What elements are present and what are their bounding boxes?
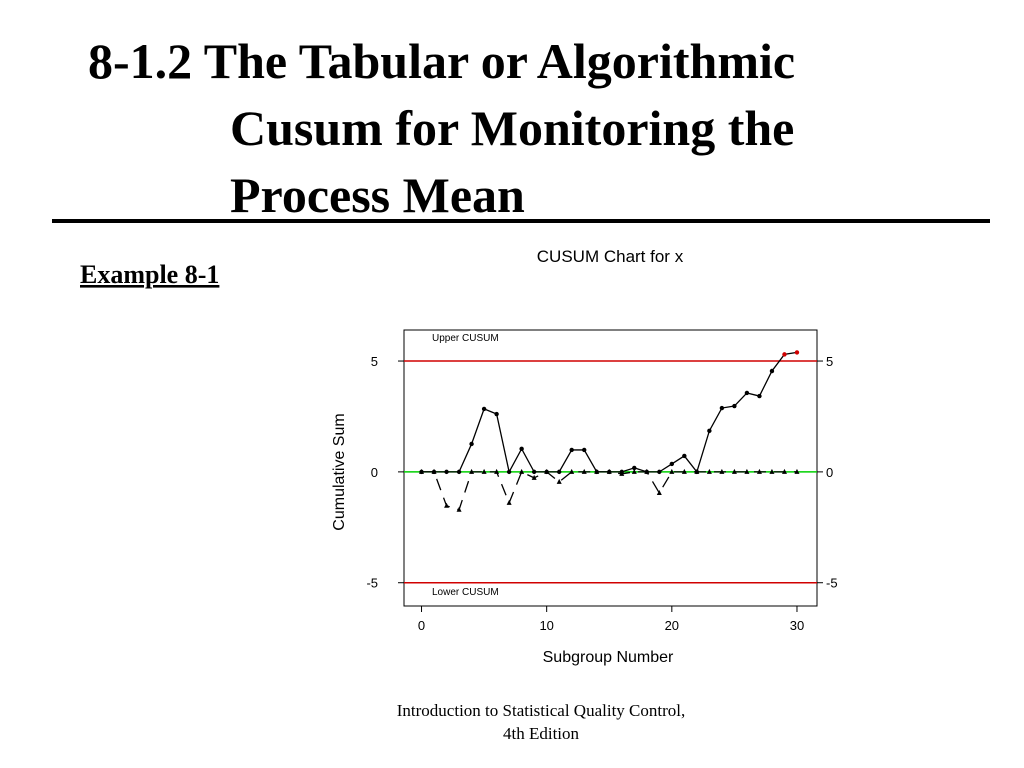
- point: [644, 468, 650, 474]
- y2-tick-label: 5: [826, 354, 833, 369]
- point: [606, 468, 612, 474]
- point: [469, 441, 474, 447]
- point: [681, 468, 687, 474]
- point: [556, 478, 562, 484]
- chart-title: CUSUM Chart for x: [537, 247, 684, 266]
- point: [719, 468, 725, 474]
- point: [769, 468, 775, 474]
- point: [456, 506, 462, 512]
- example-label: Example 8-1: [80, 260, 219, 289]
- point: [569, 468, 575, 474]
- y-tick-label: -5: [366, 576, 378, 591]
- point: [657, 469, 662, 475]
- point: [444, 502, 450, 508]
- point: [431, 468, 437, 474]
- slide-title: Process Mean: [230, 167, 525, 223]
- point: [544, 468, 550, 474]
- x-tick-label: 0: [418, 618, 425, 633]
- point: [794, 468, 800, 474]
- point: [556, 469, 562, 475]
- footer: 4th Edition: [503, 724, 580, 743]
- point: [594, 468, 600, 474]
- y2-tick-label: 0: [826, 465, 833, 480]
- point: [732, 403, 737, 409]
- point: [519, 446, 524, 452]
- point: [494, 468, 500, 474]
- y2-tick-label: -5: [826, 576, 838, 591]
- point: [619, 470, 625, 476]
- point: [682, 453, 687, 459]
- point: [444, 469, 449, 475]
- point: [531, 469, 537, 475]
- point: [744, 390, 750, 396]
- x-tick-label: 10: [539, 618, 553, 633]
- y-tick-label: 5: [371, 354, 378, 369]
- point: [481, 406, 487, 412]
- point: [744, 468, 750, 474]
- point: [706, 468, 712, 474]
- point: [794, 350, 800, 355]
- slide-title: 8-1.2 The Tabular or Algorithmic: [88, 33, 795, 89]
- point: [719, 405, 725, 411]
- series-line: [421, 351, 798, 474]
- x-tick-label: 30: [790, 618, 804, 633]
- point: [531, 474, 537, 480]
- point: [656, 489, 662, 495]
- point: [519, 468, 525, 474]
- point: [506, 469, 512, 475]
- point: [581, 468, 587, 474]
- slide-title: Cusum for Monitoring the: [230, 100, 794, 156]
- point: [481, 468, 487, 474]
- point: [731, 468, 737, 474]
- point: [494, 411, 499, 417]
- point: [756, 468, 762, 474]
- point: [782, 352, 787, 357]
- point: [456, 469, 462, 475]
- series-line: [421, 470, 797, 511]
- y-tick-label: 0: [371, 465, 378, 480]
- point: [757, 393, 762, 399]
- plot-frame: [403, 329, 818, 607]
- point: [469, 468, 475, 474]
- x-axis-label: Subgroup Number: [543, 649, 674, 666]
- point: [669, 468, 675, 474]
- footer: Introduction to Statistical Quality Cont…: [397, 701, 686, 720]
- point: [506, 499, 512, 505]
- point: [582, 447, 587, 453]
- y-axis-label: Cumulative Sum: [331, 413, 348, 530]
- point: [569, 447, 574, 453]
- point: [707, 428, 712, 434]
- point: [419, 468, 425, 474]
- point: [769, 368, 775, 374]
- point: [781, 468, 787, 474]
- annotation: Lower CUSUM: [432, 587, 499, 598]
- point: [669, 461, 675, 467]
- point: [694, 468, 700, 474]
- point: [631, 468, 637, 474]
- annotation: Upper CUSUM: [432, 333, 499, 344]
- point: [632, 465, 637, 471]
- x-tick-label: 20: [665, 618, 679, 633]
